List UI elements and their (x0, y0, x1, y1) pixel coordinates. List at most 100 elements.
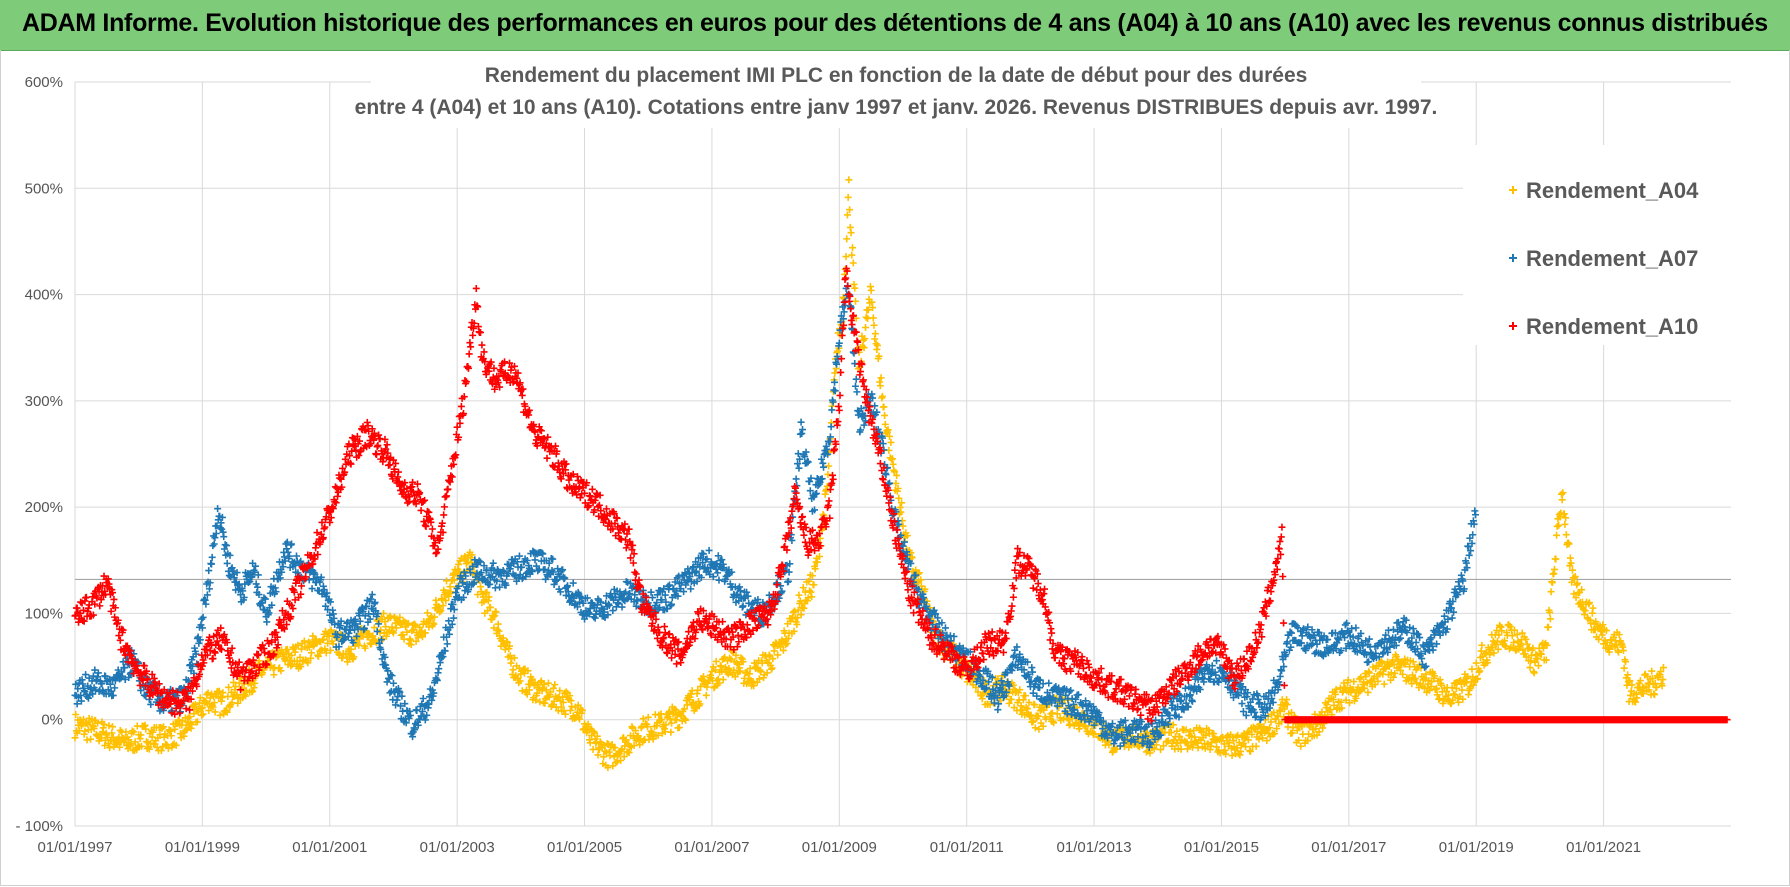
data-point (159, 723, 167, 731)
data-point (622, 736, 630, 744)
data-point (860, 344, 868, 352)
data-point (492, 608, 500, 616)
data-point (216, 711, 224, 719)
x-tick-label: 01/01/2007 (674, 839, 749, 856)
data-point (884, 426, 892, 434)
data-point (604, 764, 612, 772)
data-point (613, 758, 621, 766)
data-point (130, 728, 138, 736)
data-point (1547, 588, 1555, 596)
data-point (1031, 724, 1039, 732)
data-point (1152, 741, 1160, 749)
data-point (115, 733, 123, 741)
data-point (238, 684, 246, 692)
data-point (523, 690, 531, 698)
data-point (100, 720, 108, 728)
data-point (560, 707, 568, 715)
data-point (472, 284, 480, 292)
data-point (418, 633, 426, 641)
data-point (506, 642, 514, 650)
data-point (1042, 715, 1050, 723)
data-point (516, 677, 524, 685)
data-point (846, 206, 854, 214)
data-point (193, 718, 201, 726)
data-point (450, 576, 458, 584)
data-point (697, 682, 705, 690)
data-point (721, 653, 729, 661)
data-point (1465, 551, 1473, 559)
data-point (518, 391, 526, 399)
y-tick-label: 400% (25, 287, 63, 304)
data-point (578, 706, 586, 714)
data-point (389, 679, 397, 687)
x-tick-label: 01/01/2013 (1057, 839, 1132, 856)
data-point (1651, 691, 1659, 699)
data-point (1589, 604, 1597, 612)
data-point (871, 330, 879, 338)
data-point (805, 577, 813, 585)
data-point (844, 193, 852, 201)
data-point (392, 624, 400, 632)
data-point (1561, 520, 1569, 528)
data-point (559, 698, 567, 706)
data-point (1620, 664, 1628, 672)
data-point (1025, 698, 1033, 706)
data-point (871, 402, 879, 410)
data-point (808, 572, 816, 580)
data-point (668, 719, 676, 727)
data-point (433, 549, 441, 557)
data-point (921, 585, 929, 593)
data-point (377, 626, 385, 634)
x-tick-label: 01/01/2003 (420, 839, 495, 856)
data-point (428, 525, 436, 533)
data-point (662, 721, 670, 729)
data-point (594, 751, 602, 759)
data-point (813, 558, 821, 566)
data-point (549, 684, 557, 692)
data-point (1035, 725, 1043, 733)
data-point (1048, 709, 1056, 717)
data-point (108, 729, 116, 737)
data-point (1412, 638, 1420, 646)
data-point (1213, 657, 1221, 665)
data-point (789, 608, 797, 616)
data-point (277, 667, 285, 675)
x-tick-label: 01/01/2005 (547, 839, 622, 856)
data-point (142, 725, 150, 733)
data-point (419, 695, 427, 702)
data-point (106, 744, 114, 752)
data-point (702, 691, 710, 699)
data-point (288, 651, 296, 659)
data-point (566, 692, 574, 700)
data-point (861, 335, 869, 343)
data-point (524, 667, 532, 675)
data-point (715, 679, 723, 687)
data-point (227, 688, 235, 696)
data-point (233, 691, 241, 699)
data-point (1548, 579, 1556, 587)
data-point (658, 716, 666, 724)
data-point (675, 723, 683, 731)
data-point (355, 641, 363, 649)
y-tick-label: 200% (25, 499, 63, 516)
data-point (852, 375, 860, 383)
data-point (1066, 720, 1074, 728)
data-point (654, 731, 662, 739)
data-point (467, 343, 475, 351)
data-point (847, 229, 855, 237)
data-point (994, 675, 1002, 683)
data-point (810, 581, 818, 589)
data-point (611, 744, 619, 752)
data-point (862, 313, 870, 321)
chart-area: - 100% 0% 100% 200% 300% 400% 500% 600% 01/01/19… (0, 50, 1790, 886)
data-point (859, 342, 867, 350)
y-tick-label: 600% (25, 74, 63, 91)
data-point (739, 658, 747, 666)
data-point (477, 328, 485, 336)
data-point (887, 438, 895, 446)
data-point (443, 492, 451, 500)
data-point (687, 690, 695, 698)
data-point (1429, 646, 1437, 654)
data-point (172, 741, 180, 749)
data-point (110, 595, 118, 603)
